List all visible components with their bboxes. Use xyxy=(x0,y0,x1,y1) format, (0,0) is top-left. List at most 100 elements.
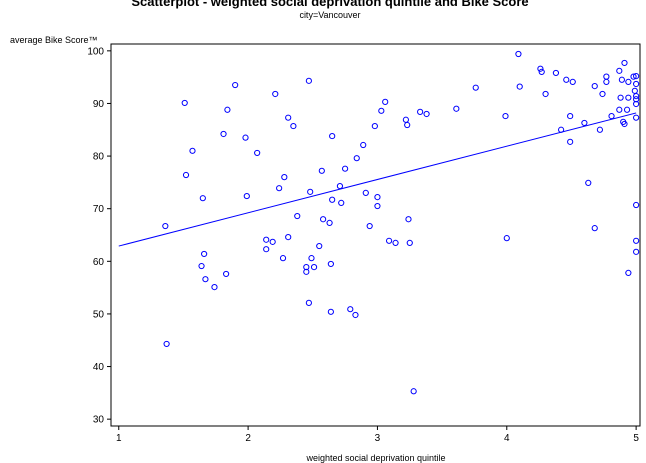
point xyxy=(567,112,574,120)
point xyxy=(633,201,640,209)
point xyxy=(591,82,598,90)
point xyxy=(242,134,249,141)
point xyxy=(316,242,323,250)
point xyxy=(305,77,312,84)
point xyxy=(347,306,354,313)
point xyxy=(201,250,208,258)
point xyxy=(608,112,615,120)
chart-title: Scatterplot - weighted social deprivatio… xyxy=(131,0,528,9)
point xyxy=(232,81,239,89)
point xyxy=(327,260,334,268)
y-tick-label: 60 xyxy=(93,257,105,268)
point xyxy=(404,121,411,129)
point xyxy=(163,340,170,348)
point xyxy=(392,239,399,246)
point xyxy=(616,67,623,74)
point xyxy=(353,155,360,162)
point xyxy=(374,194,381,201)
point xyxy=(189,147,196,154)
point xyxy=(329,196,336,203)
y-axis-label: average Bike Score™ xyxy=(10,35,98,45)
point xyxy=(326,219,333,226)
point xyxy=(563,76,570,83)
point xyxy=(374,202,381,210)
point xyxy=(281,174,288,181)
point xyxy=(633,96,640,103)
point xyxy=(382,98,389,105)
point xyxy=(633,72,640,80)
point xyxy=(318,167,325,174)
point xyxy=(402,116,409,123)
x-tick-label: 4 xyxy=(504,433,510,444)
point xyxy=(290,122,297,130)
point xyxy=(567,138,574,145)
point xyxy=(581,119,588,127)
point xyxy=(633,114,640,121)
point xyxy=(585,179,592,187)
point xyxy=(303,263,310,271)
x-axis-label: weighted social deprivation quintile xyxy=(305,453,445,463)
point xyxy=(310,263,318,271)
point xyxy=(320,216,327,223)
point xyxy=(633,237,640,244)
x-tick-label: 3 xyxy=(375,433,381,444)
point xyxy=(405,216,412,223)
point xyxy=(338,199,345,207)
point xyxy=(276,185,283,192)
point xyxy=(537,65,544,72)
point xyxy=(263,236,270,243)
point xyxy=(472,84,479,91)
point xyxy=(223,270,230,278)
point xyxy=(406,239,413,246)
point xyxy=(327,308,334,315)
point xyxy=(263,246,270,253)
point xyxy=(633,80,640,88)
fit-line xyxy=(118,112,637,247)
point xyxy=(243,192,250,200)
point xyxy=(305,299,312,306)
point xyxy=(515,50,522,58)
point xyxy=(385,237,393,244)
point xyxy=(410,388,417,395)
point xyxy=(625,78,632,85)
point xyxy=(294,212,301,220)
point xyxy=(279,255,287,262)
point xyxy=(342,165,349,172)
point xyxy=(502,112,509,120)
y-tick-label: 70 xyxy=(93,204,105,215)
point xyxy=(621,120,628,128)
plot-frame xyxy=(110,43,641,427)
y-tick-label: 80 xyxy=(93,152,105,163)
point xyxy=(625,269,632,276)
point xyxy=(631,87,638,94)
point xyxy=(552,69,560,77)
point xyxy=(417,108,424,115)
point xyxy=(211,283,218,291)
y-tick-label: 50 xyxy=(93,309,105,320)
point xyxy=(307,188,314,195)
point xyxy=(181,99,188,107)
point xyxy=(254,149,261,157)
point xyxy=(503,235,510,242)
point xyxy=(224,106,231,113)
point xyxy=(621,59,628,67)
y-tick-label: 100 xyxy=(87,46,104,57)
point xyxy=(516,83,523,90)
point xyxy=(352,311,359,319)
x-tick-label: 1 xyxy=(116,433,122,444)
point xyxy=(182,171,190,179)
point xyxy=(362,189,369,197)
point xyxy=(285,234,292,241)
point xyxy=(618,76,625,83)
point xyxy=(366,222,373,230)
point xyxy=(630,73,637,80)
point xyxy=(272,90,279,98)
point xyxy=(162,222,169,230)
point xyxy=(360,141,367,149)
point xyxy=(269,238,276,245)
point xyxy=(198,262,205,270)
point xyxy=(202,276,209,283)
point xyxy=(633,248,640,255)
point xyxy=(599,90,606,98)
